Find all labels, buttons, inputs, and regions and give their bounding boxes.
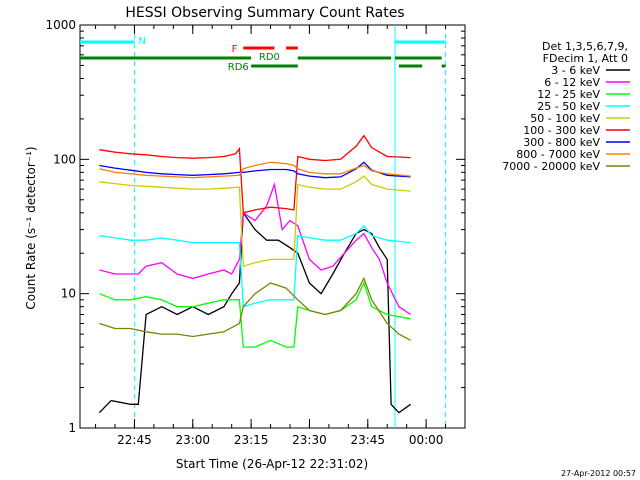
y-axis-label: Count Rate (s⁻¹ detector⁻¹) xyxy=(24,146,38,309)
chart-title: HESSI Observing Summary Count Rates xyxy=(125,5,404,21)
status-bar-label-f: F xyxy=(232,44,238,55)
x-axis-label: Start Time (26-Apr-12 22:31:02) xyxy=(176,457,368,471)
legend-entry-label: 12 - 25 keV xyxy=(537,88,600,101)
series-line-8 xyxy=(99,276,411,341)
y-tick-label: 1000 xyxy=(45,18,76,32)
status-bar-label-n: N xyxy=(138,36,145,47)
legend-entry-label: 25 - 50 keV xyxy=(537,100,600,113)
x-tick-label: 22:45 xyxy=(117,433,152,447)
legend-entry-label: 50 - 100 keV xyxy=(530,112,600,125)
legend-entry-label: 7000 - 20000 keV xyxy=(502,160,600,173)
series-line-1 xyxy=(99,181,411,316)
x-tick-label: 23:15 xyxy=(234,433,269,447)
legend-header-line: Det 1,3,5,6,7,9, xyxy=(542,40,628,53)
x-tick-label: 00:00 xyxy=(409,433,444,447)
status-bar-label-rd0: RD0 xyxy=(259,52,280,63)
series-lines xyxy=(98,134,411,414)
y-tick-label: 1 xyxy=(68,421,76,435)
plot-frame xyxy=(79,24,466,429)
status-bar-label-rd6: RD6 xyxy=(228,62,249,73)
x-tick-label: 23:45 xyxy=(350,433,385,447)
y-axis: 1 10 100 1000 xyxy=(45,18,465,435)
y-tick-label: 10 xyxy=(61,287,76,301)
series-line-7 xyxy=(99,161,411,179)
legend-entry-label: 3 - 6 keV xyxy=(551,64,600,77)
y-tick-label: 100 xyxy=(53,152,76,166)
legend-header-line: FDecim 1, Att 0 xyxy=(543,52,628,65)
footer-date: 27-Apr-2012 00:57 xyxy=(561,469,636,478)
night-markers xyxy=(133,25,447,428)
legend-entry-label: 6 - 12 keV xyxy=(544,76,600,89)
legend: Det 1,3,5,6,7,9,FDecim 1, Att 03 - 6 keV… xyxy=(502,40,630,173)
legend-entry-label: 300 - 800 keV xyxy=(523,136,600,149)
legend-entry-label: 800 - 7000 keV xyxy=(516,148,600,161)
series-line-4 xyxy=(99,175,411,268)
series-line-2 xyxy=(99,281,411,348)
series-line-0 xyxy=(98,210,411,414)
x-tick-label: 23:00 xyxy=(175,433,210,447)
status-bars: N F RD0 RD6 xyxy=(80,36,446,73)
x-tick-label: 23:30 xyxy=(292,433,327,447)
legend-entry-label: 100 - 300 keV xyxy=(523,124,600,137)
x-axis: 22:45 23:00 23:15 23:30 23:45 00:00 xyxy=(95,25,466,447)
series-line-3 xyxy=(99,224,411,308)
series-line-5 xyxy=(99,134,411,214)
